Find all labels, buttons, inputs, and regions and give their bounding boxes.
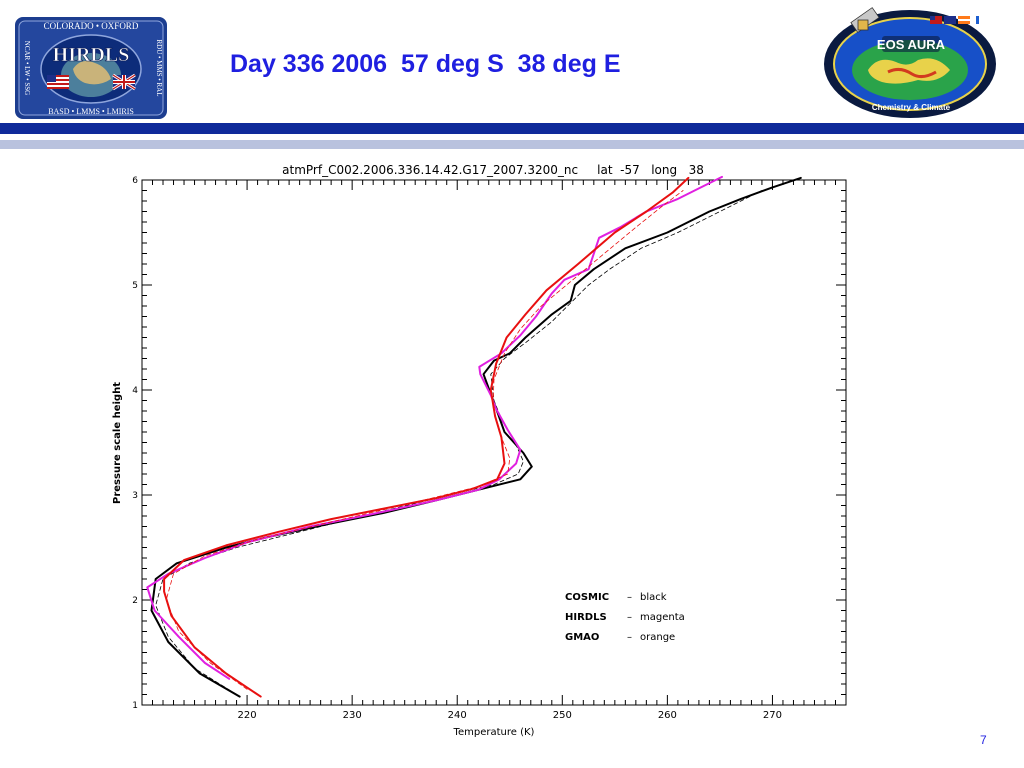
x-tick-label: 220 (238, 710, 257, 721)
y-tick-label: 6 (132, 176, 138, 186)
y-axis-label: Pressure scale height (112, 382, 123, 504)
header-rule-light (0, 140, 1024, 149)
series-line-gmao (163, 176, 690, 698)
us-flag-icon (47, 75, 69, 89)
series-line-gmao-dashed (165, 190, 684, 690)
chart-title: atmPrf_C002.2006.336.14.42.G17_2007.3200… (282, 163, 704, 177)
series-line-cosmic (150, 176, 802, 698)
hirdls-logo-bottom-text: BASD • LMMS • LMIRIS (48, 107, 134, 116)
legend-series-name: HIRDLS (565, 612, 607, 623)
eos-aura-logo: EOS AURA Chemistry & Climate (824, 7, 996, 118)
page-number: 7 (980, 733, 987, 747)
satellite-icon (850, 7, 880, 33)
temperature-profile-chart: atmPrf_C002.2006.336.14.42.G17_2007.3200… (112, 163, 847, 738)
hirdls-logo-top-text: COLORADO • OXFORD (44, 21, 139, 31)
aura-logo-name: EOS AURA (877, 37, 946, 52)
x-tick-label: 260 (658, 710, 677, 721)
header-rule-dark (0, 123, 1024, 134)
legend-separator: – (627, 592, 632, 603)
series-layer (146, 175, 802, 698)
aura-logo-tagline: Chemistry & Climate (872, 103, 951, 112)
y-tick-label: 2 (132, 596, 138, 606)
legend-color-name: magenta (640, 612, 685, 623)
legend-series-name: GMAO (565, 632, 599, 643)
legend-color-name: black (640, 592, 667, 603)
x-axis-label: Temperature (K) (453, 727, 535, 738)
legend-separator: – (627, 632, 632, 643)
slide-title: Day 336 2006 57 deg S 38 deg E (230, 50, 621, 78)
hirdls-logo-left-text: NCAR • LW • SSG (23, 41, 31, 95)
x-tick-label: 270 (763, 710, 782, 721)
y-tick-label: 4 (132, 386, 138, 396)
legend-separator: – (627, 612, 632, 623)
x-tick-label: 250 (553, 710, 572, 721)
uk-flag-icon (112, 73, 136, 91)
legend-series-name: COSMIC (565, 592, 609, 603)
hirdls-logo-right-text: RDU • MMS • RAL (155, 39, 163, 96)
partner-flags-icon (930, 16, 984, 24)
y-tick-label: 3 (132, 491, 138, 501)
legend-color-name: orange (640, 632, 675, 643)
hirdls-logo: COLORADO • OXFORD BASD • LMMS • LMIRIS N… (15, 17, 167, 119)
plot-frame (141, 179, 847, 706)
x-tick-label: 230 (343, 710, 362, 721)
hirdls-logo-name: HIRDLS (53, 44, 130, 66)
axis-tick-labels: 220 230 240 250 260 270 1 2 3 4 5 6 (132, 176, 782, 721)
y-tick-label: 1 (132, 701, 138, 711)
series-line-hirdls (146, 175, 723, 680)
axis-ticks (141, 179, 847, 706)
y-tick-label: 5 (132, 281, 138, 291)
x-tick-label: 240 (448, 710, 467, 721)
